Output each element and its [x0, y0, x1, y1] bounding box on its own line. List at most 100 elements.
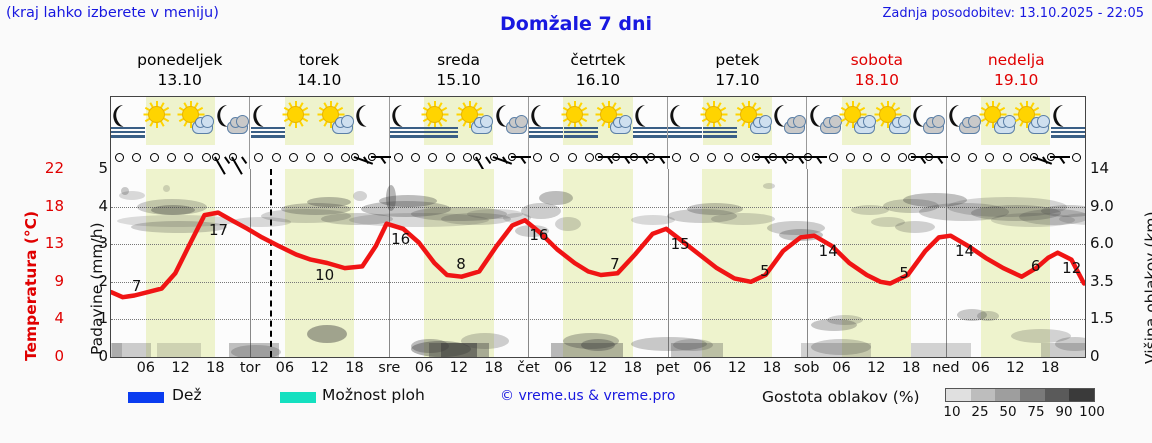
wind-slot-0-2 [146, 145, 163, 169]
cloud-icon [923, 115, 946, 134]
temperature-label-11: 14 [955, 241, 975, 260]
calm-wind-icon [428, 152, 438, 162]
icon-slot-6-2 [1013, 97, 1051, 145]
cloud-height-axis-title: Višina oblakov (km) [1122, 168, 1152, 368]
wind-barb-icon [612, 150, 636, 164]
alt-ticks-3: 3.5 [1090, 271, 1114, 290]
weather-icon-sun [282, 101, 319, 138]
calm-wind-icon [950, 152, 960, 162]
weather-icon-sun-cloud [317, 101, 354, 138]
calm-wind-icon [271, 152, 281, 162]
wind-slot-0-0 [111, 145, 128, 169]
sun-icon [455, 101, 489, 136]
icon-slot-6-0 [947, 97, 982, 145]
moon-icon [1047, 101, 1081, 135]
cloud-swatch-2 [995, 389, 1021, 401]
fog-bars-icon [111, 127, 146, 138]
calm-wind-icon [1071, 152, 1081, 162]
wind-slot-0-4 [180, 145, 197, 169]
wind-slot-5-2 [842, 145, 859, 169]
wind-barb-icon [1047, 150, 1071, 164]
x-tick-26: 18 [1040, 360, 1060, 376]
wind-slot-5-0 [804, 145, 828, 169]
weather-icon-sun-cloud [735, 101, 772, 138]
calm-wind-icon [968, 152, 978, 162]
fog-bars-icon [389, 127, 424, 138]
x-tick-24: 06 [971, 360, 990, 376]
sun-icon [420, 101, 454, 136]
cloud-icon [958, 115, 981, 134]
sun-icon [699, 101, 733, 136]
weather-icon-moon-cloud [494, 104, 528, 138]
wind-slot-6-2 [981, 145, 998, 169]
x-tick-25: 12 [1006, 360, 1025, 376]
calm-wind-icon [672, 152, 682, 162]
gridline-4 [111, 206, 1085, 208]
wind-slot-2-1 [407, 145, 424, 169]
wind-barb-icon [908, 150, 932, 164]
copyright-link[interactable]: © vreme.us & vreme.pro [500, 388, 676, 404]
wind-slot-3-7 [646, 145, 670, 169]
calm-wind-icon [741, 152, 751, 162]
day-header-5: sobota 18.10 [807, 50, 946, 92]
cloud-swatch-5 [1069, 389, 1095, 401]
weather-icon-moon-bars [632, 104, 667, 138]
weather-icon-moon-cloud [911, 104, 946, 138]
cloud-icon [784, 115, 807, 134]
day-header-0: ponedeljek 13.10 [110, 50, 249, 92]
x-tick-4: 06 [275, 360, 295, 376]
wind-slot-4-1 [685, 145, 702, 169]
alt-ticks-1: 9.0 [1090, 196, 1114, 215]
calm-wind-icon [863, 152, 873, 162]
wind-slot-2-3 [441, 145, 458, 169]
sun-icon [142, 101, 176, 136]
day-name: četrtek [570, 51, 626, 69]
cloud-tick-1: 25 [971, 404, 989, 420]
cloud-density-color-scale [945, 388, 1095, 402]
rain-legend-swatch [128, 392, 164, 403]
cloud-icon [226, 115, 249, 134]
weather-icon-moon-cloud [808, 104, 842, 138]
calm-wind-icon [184, 152, 194, 162]
temperature-label-4: 8 [456, 254, 466, 273]
calm-wind-icon [1002, 152, 1012, 162]
moon-icon [247, 101, 281, 135]
weather-icon-sun-bars [561, 101, 598, 138]
wind-barb-icon [804, 150, 828, 164]
alt-ticks-2: 6.0 [1090, 234, 1114, 253]
moon-icon [768, 101, 802, 135]
wind-slot-1-7 [368, 145, 392, 169]
weather-icon-sun-cloud [1013, 101, 1051, 138]
wind-slot-0-7 [228, 145, 249, 175]
cloud-icon [1028, 115, 1051, 134]
fog-bars-icon [529, 127, 564, 138]
prec-ticks-3: 2 [98, 271, 108, 290]
x-tick-17: 12 [727, 360, 747, 376]
moon-icon [350, 101, 384, 135]
x-tick-18: 18 [762, 360, 782, 376]
wind-slot-5-4 [877, 145, 894, 169]
graph-plot-area: 71710168167155145146125 [111, 169, 1085, 357]
cloud-tick-5: 100 [1079, 404, 1105, 420]
wind-day-cell-0 [111, 145, 251, 175]
wind-slot-5-5 [894, 145, 911, 169]
calm-wind-icon [462, 152, 472, 162]
temperature-label-5: 16 [529, 226, 549, 245]
calm-wind-icon [532, 152, 542, 162]
wind-slot-3-6 [629, 145, 653, 169]
icon-slot-0-3 [215, 97, 250, 145]
icon-slot-2-0 [389, 97, 425, 145]
x-tick-9: 12 [449, 360, 469, 376]
calm-wind-icon [254, 152, 264, 162]
day-date: 15.10 [436, 71, 481, 89]
icon-slot-4-3 [772, 97, 807, 145]
wind-slot-3-5 [612, 145, 636, 169]
temperature-label-7: 15 [670, 234, 690, 253]
x-tick-14: 18 [623, 360, 643, 376]
day-date: 14.10 [296, 71, 342, 89]
rain-legend-label: Dež [172, 386, 202, 404]
calm-wind-icon [897, 152, 907, 162]
wind-barb-icon [368, 150, 392, 164]
icon-slot-2-2 [456, 97, 494, 145]
wind-slot-3-1 [546, 145, 563, 169]
